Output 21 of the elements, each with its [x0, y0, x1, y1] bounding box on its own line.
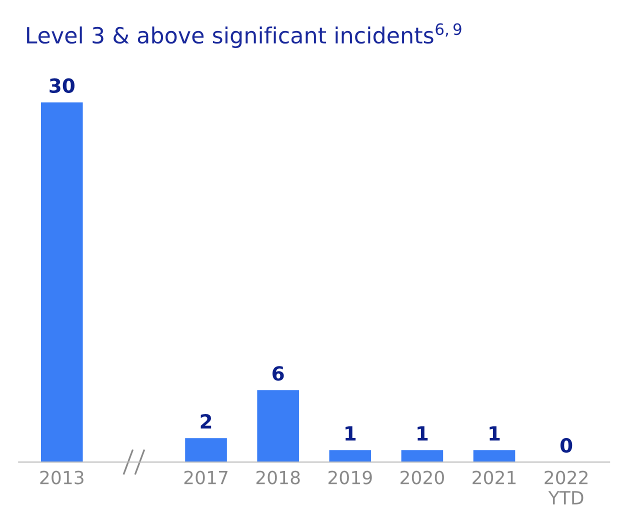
x-tick-label: 2013 [40, 470, 84, 484]
data-label: 6 [272, 366, 284, 381]
data-label: 30 [50, 78, 74, 94]
bar [185, 438, 227, 462]
x-tick-label: 2022 YTD [544, 470, 588, 504]
bar [41, 102, 83, 462]
bar [473, 450, 516, 462]
data-label: 2 [200, 414, 212, 428]
data-label: 0 [560, 438, 572, 453]
data-label: 1 [346, 426, 356, 440]
x-tick-label: 2021 [472, 470, 516, 484]
chart-title: Level 3 & above significant incidents$^{6,9}$ [27, 23, 462, 48]
bar [401, 450, 444, 462]
x-tick-label: 2018 [256, 470, 300, 484]
data-label: 1 [490, 426, 500, 440]
x-tick-label: 2017 [184, 470, 228, 484]
bar [329, 450, 372, 462]
data-label: 1 [418, 426, 428, 440]
bar [257, 390, 299, 462]
x-tick-label: 2019 [328, 470, 372, 484]
x-tick-label: 2020 [400, 470, 444, 484]
